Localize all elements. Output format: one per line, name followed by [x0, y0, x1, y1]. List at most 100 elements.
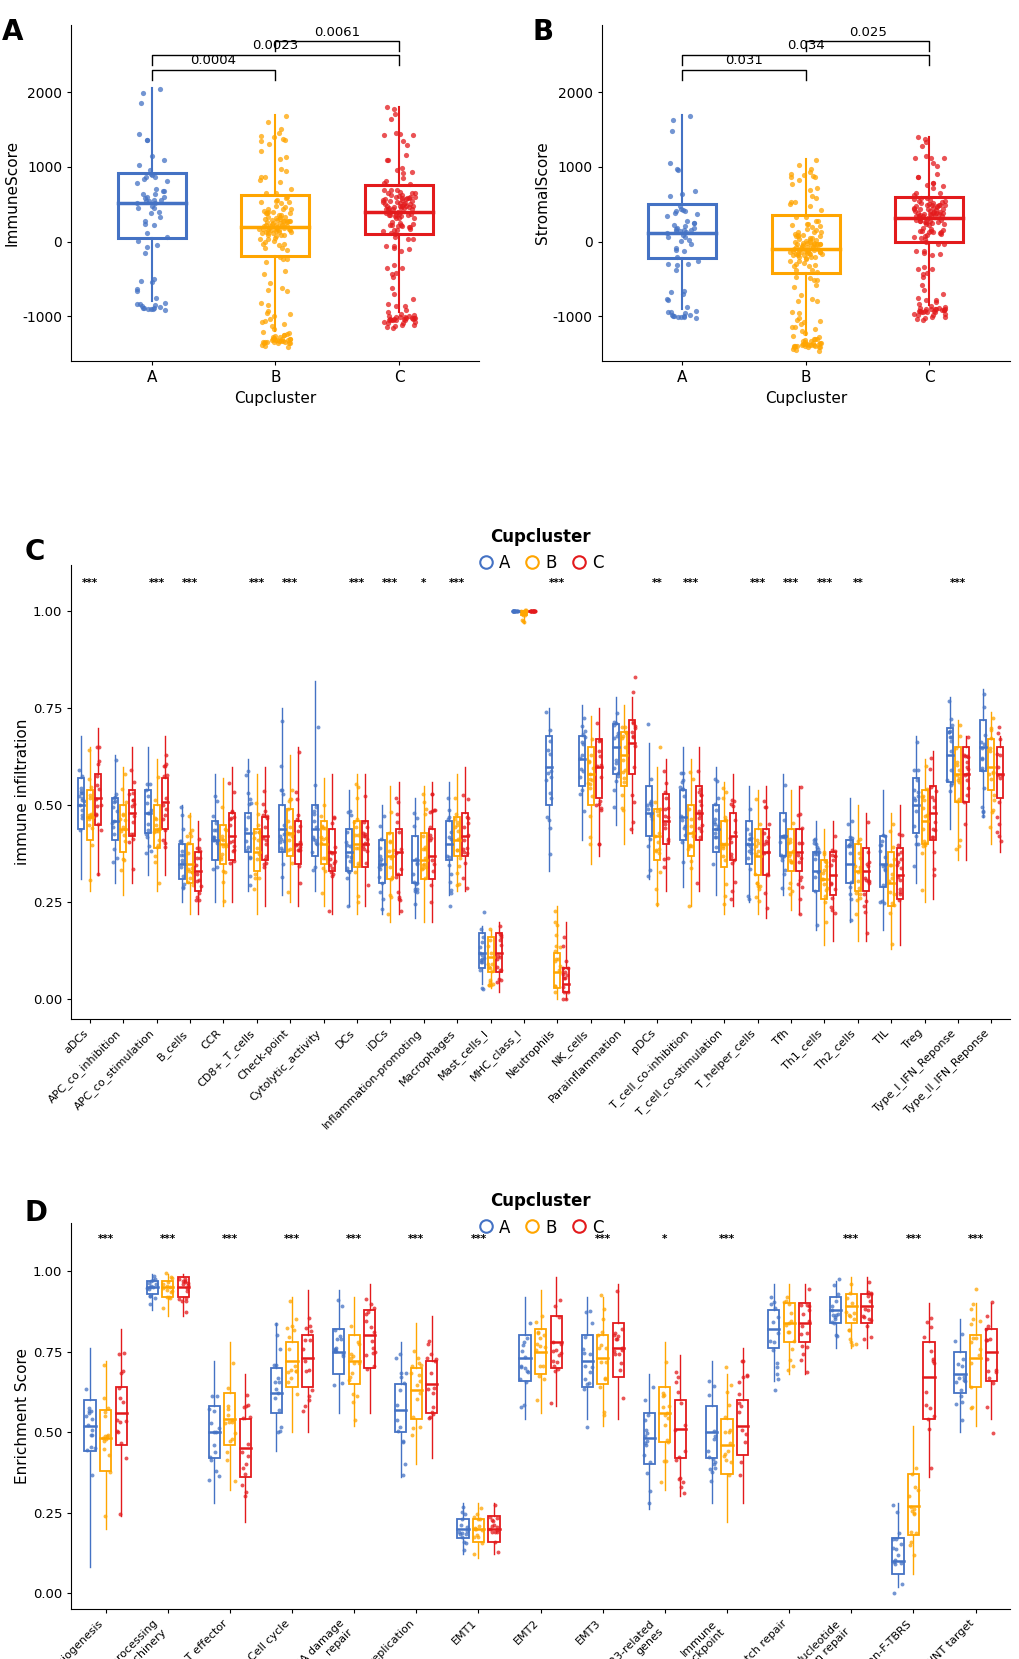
Point — [590, 738, 606, 765]
Point — [686, 178, 702, 204]
Point — [795, 1340, 811, 1367]
Point — [921, 187, 937, 214]
Point — [666, 237, 683, 264]
Point — [440, 853, 457, 879]
Point — [239, 1392, 256, 1418]
Point — [915, 237, 931, 264]
Point — [205, 826, 221, 853]
Point — [515, 1329, 531, 1355]
Point — [281, 217, 298, 244]
Point — [547, 1292, 564, 1319]
Point — [162, 1274, 178, 1301]
Point — [82, 785, 98, 811]
Point — [141, 1276, 157, 1302]
Point — [84, 1417, 100, 1443]
Point — [841, 1302, 857, 1329]
Point — [377, 201, 393, 227]
Point — [810, 330, 826, 357]
Point — [642, 788, 658, 815]
Point — [976, 722, 993, 748]
Point — [415, 780, 431, 806]
Point — [405, 121, 421, 148]
Point — [668, 156, 685, 182]
Point — [769, 1319, 786, 1345]
Point — [941, 688, 957, 715]
Point — [400, 304, 417, 330]
Point — [669, 304, 686, 330]
Point — [146, 212, 162, 239]
Point — [357, 1286, 373, 1312]
Point — [221, 806, 237, 833]
Point — [957, 811, 973, 838]
Point — [806, 236, 822, 262]
Point — [647, 790, 663, 816]
Point — [911, 217, 927, 244]
Point — [393, 237, 410, 264]
Point — [756, 879, 772, 906]
Point — [89, 793, 105, 820]
Point — [890, 821, 906, 848]
Point — [272, 776, 288, 803]
Point — [809, 859, 825, 886]
Point — [406, 869, 422, 896]
Point — [350, 851, 366, 878]
Point — [764, 1309, 781, 1335]
Point — [749, 830, 765, 856]
Point — [823, 843, 840, 869]
Point — [782, 191, 798, 217]
Point — [716, 1418, 733, 1445]
Point — [926, 299, 943, 325]
Point — [950, 757, 966, 783]
Point — [940, 718, 956, 745]
Point — [883, 834, 900, 861]
Point — [442, 820, 459, 846]
Point — [859, 868, 875, 894]
Point — [73, 780, 90, 806]
Point — [655, 1382, 672, 1408]
Point — [721, 844, 738, 871]
Point — [289, 818, 306, 844]
Point — [891, 876, 907, 902]
Point — [422, 826, 438, 853]
Point — [576, 1354, 592, 1380]
Point — [513, 1394, 529, 1420]
Point — [386, 312, 403, 338]
Point — [792, 236, 808, 262]
Point — [394, 128, 411, 154]
Point — [956, 761, 972, 788]
Point — [542, 763, 558, 790]
Point — [807, 148, 823, 174]
Point — [842, 1329, 858, 1355]
Point — [675, 766, 691, 793]
Point — [927, 295, 944, 322]
Point — [804, 330, 820, 357]
Point — [983, 760, 1000, 786]
Point — [291, 836, 308, 863]
Point — [790, 244, 806, 270]
Point — [801, 224, 817, 251]
Point — [922, 1455, 938, 1481]
Point — [385, 194, 401, 221]
Point — [416, 801, 432, 828]
Point — [175, 816, 192, 843]
Point — [806, 327, 822, 353]
Point — [174, 841, 191, 868]
Point — [922, 745, 938, 771]
Point — [627, 733, 643, 760]
Point — [684, 833, 700, 859]
Point — [907, 192, 923, 219]
Bar — [812, 853, 818, 891]
Point — [792, 863, 808, 889]
Point — [278, 209, 294, 236]
Point — [726, 869, 742, 896]
Bar — [996, 747, 1002, 798]
Point — [988, 742, 1005, 768]
Point — [223, 1408, 239, 1435]
Bar — [705, 1407, 716, 1458]
Point — [720, 1418, 737, 1445]
Point — [884, 811, 901, 838]
Point — [557, 962, 574, 989]
Point — [332, 1326, 348, 1352]
Point — [768, 1360, 785, 1387]
Point — [626, 712, 642, 738]
